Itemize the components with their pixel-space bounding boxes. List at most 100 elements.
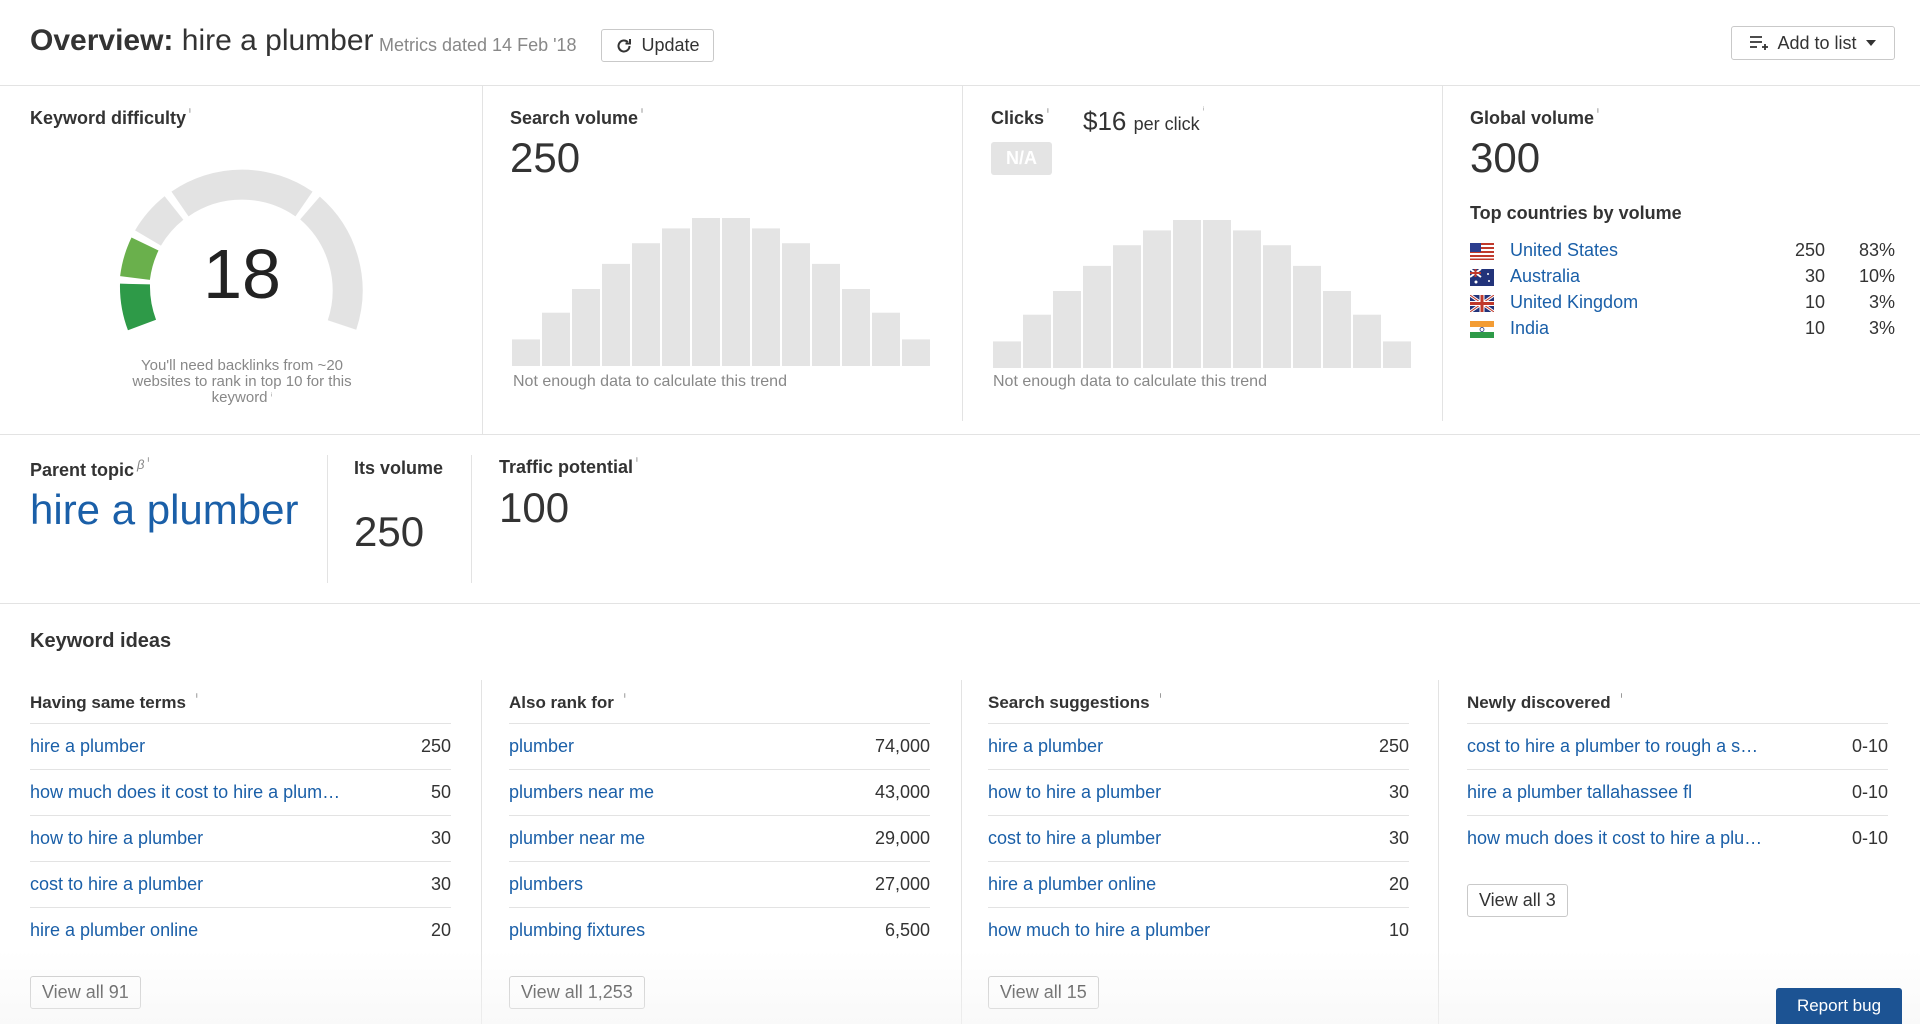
keyword-idea-link[interactable]: hire a plumber tallahassee fl bbox=[1467, 782, 1693, 802]
country-link-australia[interactable]: Australia bbox=[1510, 266, 1581, 286]
info-icon[interactable]: ⁱ bbox=[623, 693, 626, 704]
keyword-idea-row: how to hire a plumber 30 bbox=[988, 769, 1409, 815]
view-all-button[interactable]: View all 1,253 bbox=[509, 976, 645, 1009]
info-icon[interactable]: ⁱ bbox=[1159, 693, 1162, 704]
metrics-date: Metrics dated 14 Feb '18 bbox=[379, 35, 577, 55]
clicks-trend-bar bbox=[1293, 265, 1321, 368]
keyword-idea-volume: 74,000 bbox=[874, 736, 930, 756]
keyword-idea-volume: 29,000 bbox=[874, 828, 930, 848]
keyword-idea-link[interactable]: how much does it cost to hire a plu… bbox=[1467, 828, 1763, 848]
clicks-title: Clicks ⁱ bbox=[991, 108, 1049, 129]
keyword-idea-link[interactable]: how much to hire a plumber bbox=[988, 920, 1211, 940]
gauge-segment-2 bbox=[120, 237, 159, 281]
keyword-idea-link[interactable]: cost to hire a plumber bbox=[30, 874, 204, 894]
title-prefix: Overview: bbox=[30, 24, 174, 57]
search-volume-trend-bar bbox=[752, 228, 780, 366]
keyword-idea-link[interactable]: how much does it cost to hire a plum… bbox=[30, 782, 341, 802]
global-volume-title: Global volume ⁱ bbox=[1470, 108, 1599, 129]
info-icon[interactable]: ⁱ bbox=[1047, 108, 1049, 119]
view-all-button[interactable]: View all 3 bbox=[1467, 884, 1568, 917]
country-link-india[interactable]: India bbox=[1510, 318, 1550, 338]
info-icon[interactable]: ⁱ bbox=[1597, 108, 1599, 119]
view-all-button[interactable]: View all 91 bbox=[30, 976, 141, 1009]
country-percent: 3% bbox=[1868, 292, 1895, 312]
keyword-idea-link[interactable]: plumbing fixtures bbox=[509, 920, 646, 940]
clicks-trend-bar bbox=[1083, 265, 1111, 368]
search-volume-trend-bar bbox=[722, 218, 750, 366]
keyword-idea-link[interactable]: hire a plumber online bbox=[988, 874, 1157, 894]
keyword-idea-link[interactable]: how to hire a plumber bbox=[988, 782, 1162, 802]
keyword-idea-link[interactable]: hire a plumber bbox=[30, 736, 146, 756]
country-row: India 10 3% bbox=[1470, 318, 1895, 344]
search-volume-trend-bar bbox=[902, 339, 930, 366]
search-volume-trend-bar bbox=[602, 263, 630, 366]
keyword-idea-volume: 30 bbox=[1388, 828, 1409, 848]
caret-down-icon bbox=[1865, 40, 1876, 46]
keyword-idea-volume: 6,500 bbox=[884, 920, 930, 940]
top-countries-title: Top countries by volume bbox=[1470, 203, 1682, 223]
divider bbox=[471, 455, 472, 583]
add-to-list-button[interactable]: Add to list bbox=[1731, 26, 1895, 60]
keyword-idea-link[interactable]: cost to hire a plumber bbox=[988, 828, 1162, 848]
search-volume-trend-chart bbox=[512, 218, 930, 366]
keyword-idea-row: hire a plumber 250 bbox=[988, 723, 1409, 769]
cpc-value: $16 bbox=[1083, 106, 1127, 136]
keyword-idea-volume: 50 bbox=[430, 782, 451, 802]
keyword-idea-link[interactable]: plumber bbox=[509, 736, 575, 756]
clicks-trend-bar bbox=[1023, 314, 1051, 368]
keyword-idea-link[interactable]: plumber near me bbox=[509, 828, 646, 848]
search-volume-trend-bar bbox=[632, 243, 660, 366]
keyword-idea-link[interactable]: hire a plumber online bbox=[30, 920, 199, 940]
country-row: United States 250 83% bbox=[1470, 240, 1895, 266]
clicks-trend-bar bbox=[1203, 220, 1231, 368]
keyword-idea-volume: 27,000 bbox=[874, 874, 930, 894]
uk-flag-icon bbox=[1470, 295, 1494, 312]
ideas-column-title-text: Newly discovered bbox=[1467, 693, 1611, 712]
clicks-trend-bar bbox=[1233, 230, 1261, 368]
report-bug-button[interactable]: Report bug bbox=[1776, 988, 1902, 1024]
info-icon[interactable]: ⁱ bbox=[636, 457, 638, 468]
search-volume-trend-bar bbox=[512, 339, 540, 366]
keyword-idea-volume: 30 bbox=[1388, 782, 1409, 802]
keyword-idea-link[interactable]: hire a plumber bbox=[988, 736, 1104, 756]
view-all-button[interactable]: View all 15 bbox=[988, 976, 1099, 1009]
keyword-idea-link[interactable]: how to hire a plumber bbox=[30, 828, 204, 848]
keyword-idea-row: cost to hire a plumber 30 bbox=[988, 815, 1409, 861]
ideas-column-title: Newly discovered ⁱ bbox=[1467, 693, 1622, 713]
info-icon[interactable]: ⁱ bbox=[147, 457, 150, 468]
keyword-idea-row: plumber 74,000 bbox=[509, 723, 930, 769]
info-icon[interactable]: ⁱ bbox=[1620, 693, 1623, 704]
info-icon[interactable]: ⁱ bbox=[270, 392, 273, 403]
difficulty-score: 18 bbox=[203, 235, 281, 313]
info-icon[interactable]: ⁱ bbox=[641, 108, 643, 119]
info-icon[interactable]: ⁱ bbox=[189, 108, 191, 119]
parent-topic-title: Parent topic β ⁱ bbox=[30, 457, 149, 481]
info-icon[interactable]: ⁱ bbox=[1202, 106, 1205, 117]
difficulty-note: You'll need backlinks from ~20 websites … bbox=[112, 358, 372, 406]
keyword-idea-link[interactable]: cost to hire a plumber to rough a s… bbox=[1467, 736, 1759, 756]
info-icon[interactable]: ⁱ bbox=[195, 693, 198, 704]
keyword-idea-link[interactable]: plumbers near me bbox=[509, 782, 655, 802]
clicks-trend-bar bbox=[1383, 341, 1411, 368]
ideas-column-title-text: Search suggestions bbox=[988, 693, 1150, 712]
in-flag-icon bbox=[1470, 321, 1494, 338]
keyword-idea-row: hire a plumber 250 bbox=[30, 723, 451, 769]
ideas-column-title: Also rank for ⁱ bbox=[509, 693, 626, 713]
clicks-trend-note: Not enough data to calculate this trend bbox=[993, 373, 1267, 390]
keyword-idea-row: plumbers 27,000 bbox=[509, 861, 930, 907]
search-volume-trend-bar bbox=[692, 218, 720, 366]
clicks-trend-bar bbox=[1143, 230, 1171, 368]
keyword-idea-link[interactable]: plumbers bbox=[509, 874, 584, 894]
list-add-icon bbox=[1750, 36, 1769, 50]
divider bbox=[482, 86, 483, 435]
divider bbox=[1442, 86, 1443, 421]
country-link-united-kingdom[interactable]: United Kingdom bbox=[1510, 292, 1639, 312]
update-button[interactable]: Update bbox=[601, 29, 714, 62]
global-volume-value: 300 bbox=[1470, 134, 1541, 181]
search-volume-trend-bar bbox=[872, 312, 900, 366]
parent-topic-link[interactable]: hire a plumber bbox=[30, 486, 299, 533]
keyword-idea-row: how much does it cost to hire a plu… 0-10 bbox=[1467, 815, 1888, 861]
divider bbox=[0, 434, 1920, 435]
country-link-united-states[interactable]: United States bbox=[1510, 240, 1619, 260]
keyword-idea-row: how to hire a plumber 30 bbox=[30, 815, 451, 861]
